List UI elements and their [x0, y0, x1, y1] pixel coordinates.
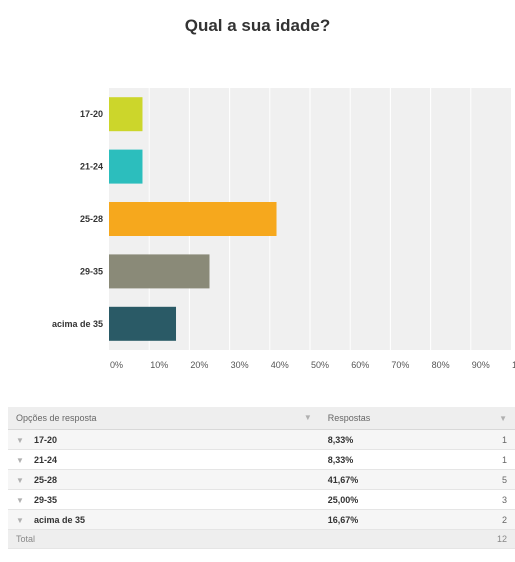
response-percent: 16,67%	[327, 514, 359, 525]
sort-caret-icon[interactable]: ▼	[303, 413, 312, 422]
bar[interactable]	[109, 149, 143, 184]
answer-label: 17-20	[34, 434, 58, 445]
expand-caret-icon[interactable]: ▼	[16, 435, 24, 445]
table-row: ▼ 25-28 41,67% 5	[8, 469, 515, 490]
expand-caret-icon[interactable]: ▼	[16, 495, 24, 505]
x-tick-label: 0%	[110, 360, 123, 370]
response-percent: 25,00%	[327, 494, 359, 505]
x-tick-label: 10%	[150, 360, 168, 370]
category-label: 25-28	[80, 214, 103, 224]
bars	[109, 97, 277, 341]
x-tick-label: 70%	[391, 360, 409, 370]
bar[interactable]	[109, 97, 143, 132]
x-tick-label: 50%	[311, 360, 329, 370]
table-row: ▼ 29-35 25,00% 3	[8, 489, 515, 510]
expand-caret-icon[interactable]: ▼	[16, 455, 24, 465]
x-tick-label: 80%	[432, 360, 450, 370]
response-count: 1	[501, 454, 507, 465]
chart-title: Qual a sua idade?	[184, 16, 331, 35]
bar[interactable]	[109, 254, 210, 289]
response-percent: 8,33%	[327, 434, 354, 445]
header-responses-label: Respostas	[327, 413, 371, 423]
x-tick-labels: 0% 10% 20% 30% 40% 50% 60% 70% 80% 90% 100%	[110, 360, 515, 370]
x-tick-label: 60%	[351, 360, 369, 370]
response-count: 3	[501, 494, 507, 505]
category-label: 29-35	[80, 266, 103, 276]
answer-label: 21-24	[34, 454, 58, 465]
category-labels: 17-20 21-24 25-28 29-35 acima de 35	[52, 109, 103, 329]
category-label: 17-20	[80, 109, 103, 119]
response-count: 5	[501, 474, 507, 485]
sort-caret-icon[interactable]: ▼	[499, 413, 507, 423]
table-row: ▼ acima de 35 16,67% 2	[8, 509, 515, 530]
expand-caret-icon[interactable]: ▼	[16, 515, 24, 525]
total-label: Total	[16, 534, 36, 544]
bar[interactable]	[109, 306, 177, 341]
response-percent: 8,33%	[327, 454, 354, 465]
table-total-row: Total 12	[8, 529, 515, 549]
response-count: 1	[501, 434, 507, 445]
response-count: 2	[501, 514, 507, 525]
answer-label: 29-35	[34, 494, 58, 505]
bar[interactable]	[109, 202, 277, 236]
x-tick-label: 30%	[231, 360, 249, 370]
results-table: Opções de resposta ▼ Respostas ▼ ▼ 17-20 …	[8, 407, 515, 549]
header-count[interactable]: ▼	[488, 407, 515, 430]
x-tick-label: 40%	[271, 360, 289, 370]
table-header-row: Opções de resposta ▼ Respostas ▼	[8, 407, 515, 430]
table-row: ▼ 17-20 8,33% 1	[8, 429, 515, 450]
category-label: acima de 35	[52, 319, 103, 329]
x-tick-label: 90%	[472, 360, 490, 370]
table-row: ▼ 21-24 8,33% 1	[8, 449, 515, 470]
header-responses[interactable]: Respostas	[319, 407, 489, 430]
category-label: 21-24	[80, 162, 103, 172]
answer-label: 25-28	[34, 474, 58, 485]
header-answer-options[interactable]: Opções de resposta ▼	[8, 407, 320, 430]
x-tick-label: 20%	[190, 360, 208, 370]
answer-label: acima de 35	[34, 514, 86, 525]
header-answer-options-label: Opções de resposta	[16, 413, 97, 423]
total-value: 12	[496, 534, 507, 544]
x-tick-label: 100%	[512, 360, 515, 370]
expand-caret-icon[interactable]: ▼	[16, 475, 24, 485]
response-percent: 41,67%	[327, 474, 359, 485]
bar-chart: 17-20 21-24 25-28 29-35 acima de 35 0% 10% 20%…	[52, 88, 515, 370]
